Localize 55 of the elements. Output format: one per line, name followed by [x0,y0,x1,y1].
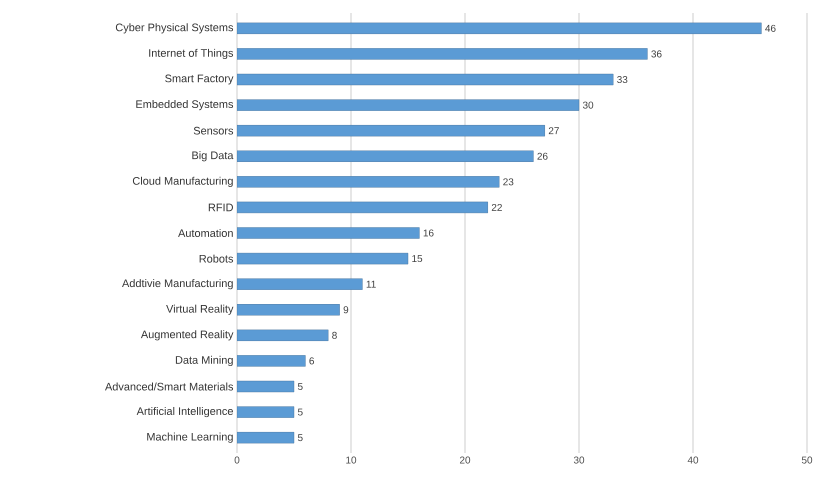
y-tick-label: Smart Factory [165,74,234,84]
data-label: 36 [651,50,662,58]
bar [237,432,294,444]
bar [237,150,534,162]
y-tick-label: Sensors [194,126,234,135]
bar [237,74,614,86]
data-label: 5 [298,383,303,390]
bar [237,48,648,60]
y-tick-label: Virtual Reality [166,304,234,315]
data-label: 15 [412,255,422,262]
data-label: 6 [309,357,314,364]
bar [237,330,328,342]
y-tick-label: Robots [200,254,234,263]
data-label: 22 [492,204,502,211]
y-tick-label: Data Mining [176,356,233,366]
data-label: 46 [765,24,776,32]
bar [237,124,546,136]
bar [237,227,420,239]
y-tick-label: Big Data [192,151,234,162]
y-tick-label: Addtivie Manufacturing [122,279,233,290]
x-tick-label: 40 [688,456,698,464]
data-label: 16 [424,229,434,237]
y-tick-label: Embedded Systems [136,100,234,110]
bar [237,22,762,34]
x-tick-label: 0 [234,456,240,464]
data-label: 33 [617,76,628,84]
bar [237,304,340,316]
x-tick-label: 10 [346,456,356,464]
bar [237,202,488,214]
data-label: 9 [344,306,348,314]
data-label: 27 [548,127,559,134]
data-label: 23 [503,178,514,186]
y-tick-label: Artificial Intelligence [136,406,233,418]
x-tick-label: 20 [460,456,470,464]
y-tick-label: Cyber Physical Systems [116,23,234,34]
x-tick-label: 50 [802,456,812,464]
data-label: 26 [537,152,548,160]
data-label: 8 [332,332,337,339]
data-label: 5 [298,434,303,442]
y-tick-label: RFID [208,204,233,212]
y-tick-label: Cloud Manufacturing [132,176,233,187]
bar [237,99,580,111]
y-tick-label: Advanced/Smart Materials [104,382,234,391]
y-tick-label: Internet of Things [149,48,234,60]
bar [237,176,500,188]
x-tick-label: 30 [574,456,584,464]
bar [237,355,306,367]
y-tick-label: Machine Learning [147,432,233,443]
data-label: 11 [366,280,376,288]
data-label: 30 [582,102,594,109]
bar [237,278,363,290]
y-tick-label: Augmented Reality [140,330,234,340]
data-label: 5 [298,408,303,416]
y-tick-label: Automation [178,228,233,238]
bar [237,252,408,264]
